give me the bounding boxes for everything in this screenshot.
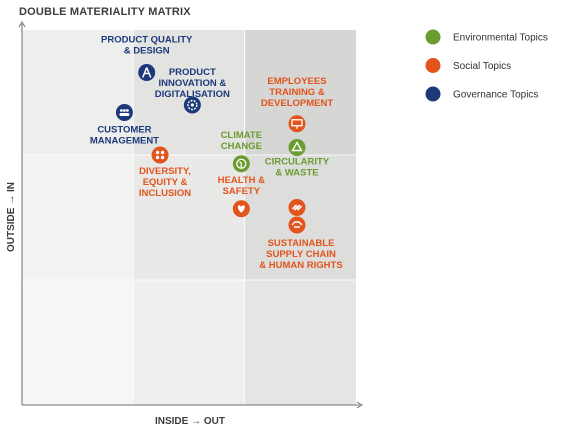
legend-item: Governance Topics (425, 86, 538, 102)
legend-label: Social Topics (453, 61, 511, 72)
y-axis-label: OUTSIDE → IN (6, 182, 17, 252)
legend-label: Governance Topics (453, 90, 538, 101)
data-point: DIVERSITY,EQUITY &INCLUSION (139, 146, 191, 199)
handshake-icon (291, 221, 303, 228)
point-label: CIRCULARITY (265, 157, 330, 168)
axes (18, 21, 363, 409)
quadrant-cell (133, 280, 245, 405)
point-label: DIGITALISATION (155, 89, 230, 100)
point-label: & WASTE (275, 168, 318, 179)
legend: Environmental Topics Social Topics Governa… (425, 29, 548, 102)
data-point: CIRCULARITY& WASTE (265, 139, 330, 179)
point-label: & HUMAN RIGHTS (259, 260, 342, 271)
x-axis-arrow (356, 401, 363, 409)
compass-icon (141, 67, 152, 78)
link-icon (292, 204, 302, 211)
legend-marker (425, 86, 441, 102)
chart-title: DOUBLE MATERIALITY MATRIX (19, 6, 191, 18)
point-label: PRODUCT (169, 67, 216, 78)
point-label: SUSTAINABLE (268, 238, 335, 249)
legend-label: Environmental Topics (453, 33, 548, 44)
point-label: PRODUCT QUALITY (101, 35, 193, 46)
data-point (288, 199, 306, 216)
point-marker (115, 104, 133, 121)
point-label: EMPLOYEES (267, 76, 326, 87)
quadrant-cell (133, 155, 245, 280)
point-label: CUSTOMER (97, 125, 151, 136)
globe-icon (236, 158, 247, 169)
point-marker (151, 146, 169, 164)
point-marker (288, 115, 306, 133)
point-label: INCLUSION (139, 188, 191, 199)
quadrant-grid (22, 30, 356, 405)
point-label: TRAINING & (269, 87, 325, 98)
point-label: MANAGEMENT (90, 136, 159, 147)
point-label: CHANGE (221, 141, 262, 152)
x-axis-label: INSIDE → OUT (155, 416, 225, 427)
data-point: HEALTH &SAFETY (218, 175, 265, 218)
point-label: SUPPLY CHAIN (266, 249, 336, 260)
quadrant-cell (133, 30, 245, 155)
people-icon (119, 109, 130, 116)
quadrant-cell (22, 155, 134, 280)
legend-marker (425, 58, 441, 73)
topic-points: PRODUCT QUALITY& DESIGNPRODUCTINNOVATION… (90, 35, 343, 272)
quadrant-cell (22, 280, 134, 405)
legend-marker (425, 29, 441, 45)
quadrant-cell (22, 30, 134, 155)
point-label: DIVERSITY, (139, 166, 191, 177)
legend-item: Social Topics (425, 58, 511, 73)
point-label: SAFETY (223, 186, 261, 197)
legend-item: Environmental Topics (425, 29, 548, 45)
heart-icon (237, 205, 245, 213)
point-marker (138, 64, 156, 81)
y-axis-arrow (18, 21, 26, 28)
point-marker (288, 139, 306, 156)
recycle-icon (291, 141, 303, 152)
point-label: & DESIGN (124, 46, 170, 57)
point-label: DEVELOPMENT (261, 98, 334, 109)
gear-icon (187, 99, 198, 111)
point-label: INNOVATION & (158, 78, 226, 89)
presentation-icon (291, 119, 303, 129)
diversity-icon (155, 150, 165, 160)
point-label: HEALTH & (218, 175, 265, 186)
point-marker (288, 216, 306, 234)
point-label: CLIMATE (221, 130, 263, 141)
quadrant-cell (244, 280, 356, 405)
data-point: PRODUCT QUALITY& DESIGN (101, 35, 193, 81)
point-label: EQUITY & (143, 177, 188, 188)
quadrant-cell (244, 30, 356, 155)
